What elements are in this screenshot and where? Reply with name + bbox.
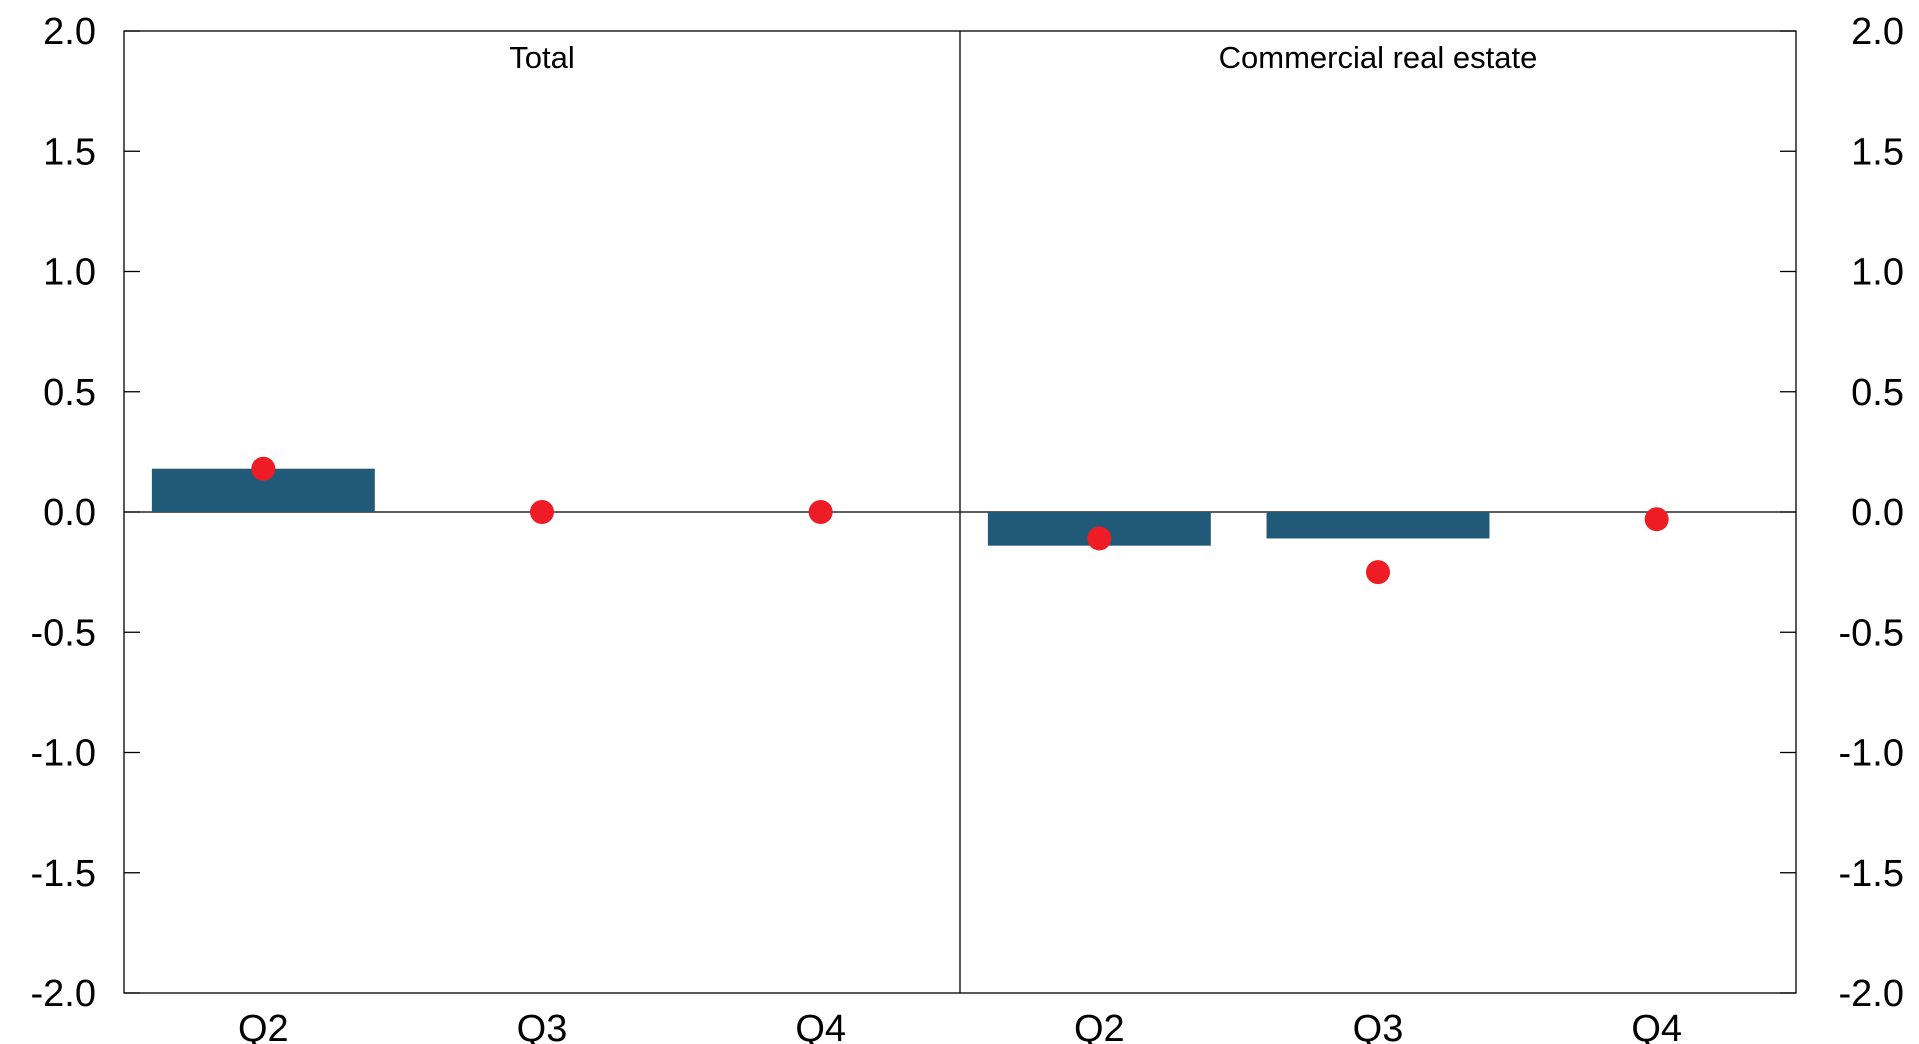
bar xyxy=(1266,512,1490,539)
panel-title: Commercial real estate xyxy=(1219,40,1538,75)
panel-titles: Total Commercial real estate xyxy=(509,40,1537,75)
x-tick-label: Q2 xyxy=(238,1008,289,1044)
dot-marker xyxy=(1366,560,1390,585)
x-tick-label: Q2 xyxy=(1074,1008,1125,1044)
y-tick-label-right: -0.5 xyxy=(1839,612,1904,654)
panel-title: Total xyxy=(509,40,574,75)
y-tick-label-right: -1.0 xyxy=(1839,733,1904,775)
y-tick-label-left: 1.0 xyxy=(43,252,96,294)
y-tick-label-left: -0.5 xyxy=(31,612,96,654)
dot-marker xyxy=(1644,507,1669,532)
y-tick-label-right: 1.0 xyxy=(1851,252,1904,294)
y-tick-label-right: -2.0 xyxy=(1839,973,1904,1015)
x-tick-label: Q3 xyxy=(517,1008,568,1044)
y-tick-label-left: -1.5 xyxy=(31,853,96,895)
dot-marker xyxy=(1087,526,1112,551)
y-tick-label-left: 1.5 xyxy=(43,131,96,173)
x-axis: Q2 Q3 Q4 Q2 Q3 Q4 xyxy=(238,1008,1682,1044)
dot-marker xyxy=(530,500,554,524)
y-tick-label-left: 2.0 xyxy=(43,11,96,53)
y-tick-label-left: -2.0 xyxy=(31,973,96,1015)
dots xyxy=(251,456,1669,585)
x-tick-label: Q3 xyxy=(1353,1008,1404,1044)
y-tick-label-left: 0.5 xyxy=(43,372,96,414)
y-axis-right: 2.0 1.5 1.0 0.5 0.0 -0.5 -1.0 -1.5 -2.0 xyxy=(1780,11,1904,1015)
x-tick-label: Q4 xyxy=(795,1008,846,1044)
x-tick-label: Q4 xyxy=(1631,1008,1682,1044)
dot-marker xyxy=(251,456,276,481)
y-tick-label-right: -1.5 xyxy=(1839,853,1904,895)
y-tick-label-right: 2.0 xyxy=(1851,11,1904,53)
y-axis-left: 2.0 1.5 1.0 0.5 0.0 -0.5 -1.0 -1.5 -2.0 xyxy=(31,11,140,1015)
y-tick-label-left: -1.0 xyxy=(31,733,96,775)
dot-marker xyxy=(808,500,833,524)
y-tick-label-right: 0.0 xyxy=(1851,492,1904,534)
y-tick-label-right: 1.5 xyxy=(1851,131,1904,173)
y-tick-label-right: 0.5 xyxy=(1851,372,1904,414)
y-tick-label-left: 0.0 xyxy=(43,492,96,534)
